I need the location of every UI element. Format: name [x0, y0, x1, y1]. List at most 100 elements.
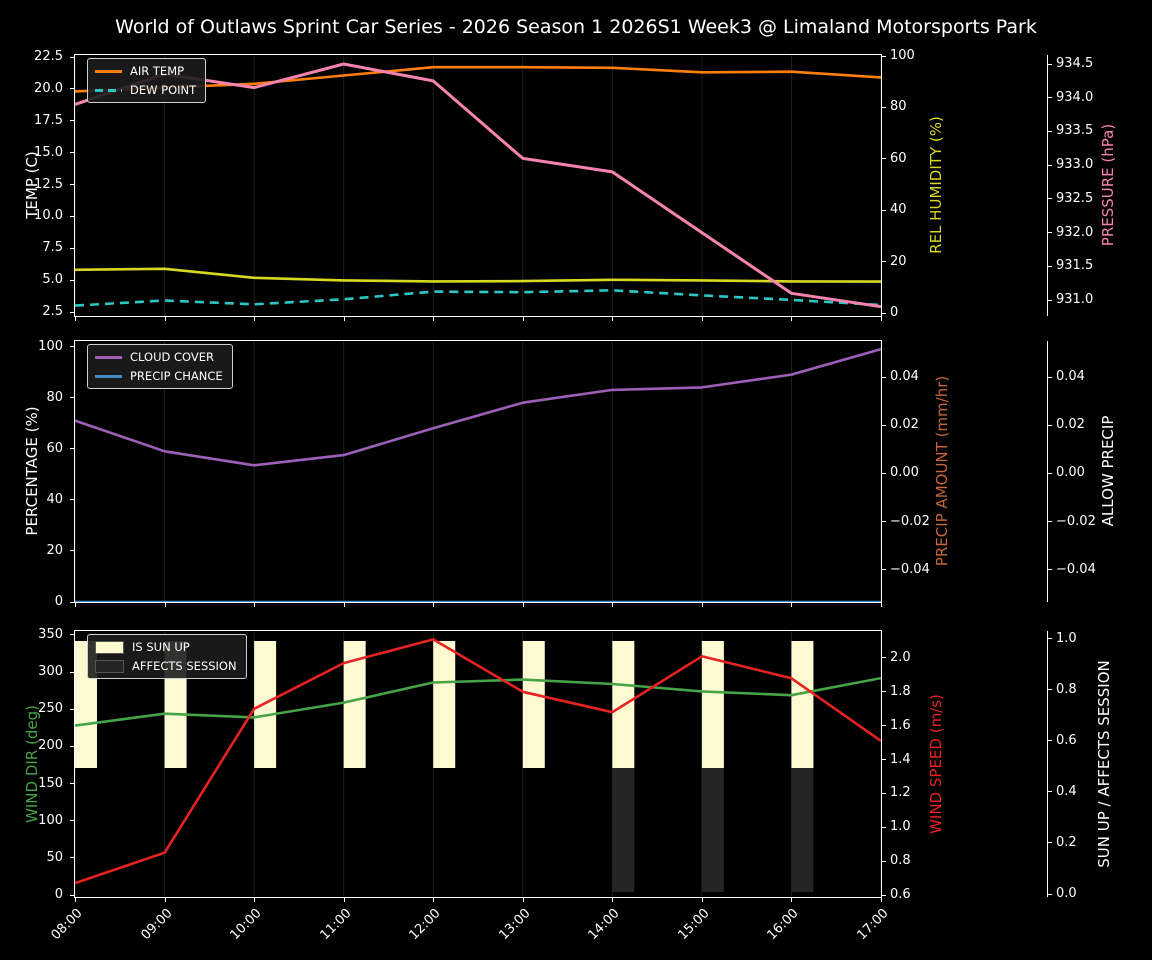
- tick-label: 0.02: [890, 417, 919, 433]
- affects-session-bar: [701, 768, 724, 892]
- x-axis-tick: [254, 603, 256, 607]
- axis-tick: [70, 120, 74, 122]
- tick-label: 60: [890, 150, 907, 166]
- x-axis-tick: [701, 317, 703, 321]
- tick-label: 932.0: [1056, 224, 1094, 240]
- tick-label: 0.00: [1056, 465, 1085, 481]
- tick-label: 0.02: [1056, 417, 1085, 433]
- axis-tick: [882, 691, 886, 693]
- tick-label: 932.5: [1056, 190, 1094, 206]
- tick-label: −0.04: [1056, 561, 1096, 577]
- x-axis-tick: [254, 898, 256, 902]
- x-axis-tick: [433, 317, 435, 321]
- x-tick-label: 17:00: [854, 906, 892, 944]
- x-axis-tick: [433, 603, 435, 607]
- tick-label: 0: [54, 594, 63, 609]
- legend-item: AIR TEMP: [95, 64, 196, 78]
- tick-label: 22.5: [34, 49, 63, 64]
- axis-tick: [70, 708, 74, 710]
- axis-tick: [70, 397, 74, 399]
- axis-tick: [70, 634, 74, 636]
- axis-tick: [882, 55, 886, 57]
- axis-tick: [70, 820, 74, 822]
- tick-label: 50: [46, 849, 63, 865]
- axis-tick: [882, 376, 886, 378]
- legend-item: AFFECTS SESSION: [95, 659, 237, 673]
- tick-label: 80: [46, 389, 63, 405]
- axis-tick: [1048, 130, 1052, 132]
- tick-label: 931.0: [1056, 292, 1094, 307]
- x-axis-tick: [343, 603, 345, 607]
- rel-humidity-line: [75, 267, 881, 283]
- tick-label: 200: [38, 738, 63, 754]
- tick-label: 20: [46, 542, 63, 558]
- temperature-panel-plot: [75, 55, 881, 316]
- axis-tick: [1048, 569, 1052, 571]
- x-axis-tick: [522, 317, 524, 321]
- axis-tick: [1048, 791, 1052, 793]
- tick-label: 0: [54, 887, 63, 902]
- axis-tick: [70, 279, 74, 281]
- x-axis-tick: [522, 898, 524, 902]
- precipitation-panel-plot: [75, 341, 881, 602]
- legend-swatch-is-sun-up: [95, 640, 124, 654]
- axis-tick: [882, 657, 886, 659]
- axis-tick: [882, 106, 886, 108]
- x-tick-label: 08:00: [48, 906, 86, 944]
- axis-title-sun-up: SUN UP / AFFECTS SESSION: [1095, 660, 1113, 868]
- legend-label: IS SUN UP: [132, 640, 190, 654]
- axis-tick: [1048, 299, 1052, 301]
- x-tick-label: 09:00: [138, 906, 176, 944]
- temperature-panel: [74, 54, 882, 317]
- axis-tick: [70, 88, 74, 90]
- axis-tick: [70, 247, 74, 249]
- tick-label: 40: [46, 491, 63, 507]
- tick-label: 0: [890, 305, 899, 320]
- axis-tick: [70, 152, 74, 154]
- affects-session-bar: [791, 768, 814, 892]
- x-axis-tick: [701, 898, 703, 902]
- axis-tick: [882, 792, 886, 794]
- is-sun-up-bar: [343, 641, 366, 768]
- legend-label: AIR TEMP: [130, 64, 185, 78]
- x-axis-tick: [75, 603, 76, 607]
- wind-speed-line: [75, 638, 881, 885]
- axis-tick: [882, 826, 886, 828]
- axis-tick: [1048, 164, 1052, 166]
- is-sun-up-bar: [433, 641, 456, 768]
- axis-tick: [882, 894, 886, 896]
- legend-item: CLOUD COVER: [95, 350, 223, 364]
- x-tick-label: 15:00: [675, 906, 713, 944]
- axis-tick: [70, 671, 74, 673]
- tick-label: 0.4: [1056, 783, 1077, 799]
- x-tick-label: 14:00: [585, 906, 623, 944]
- axis-tick: [70, 346, 74, 347]
- tick-label: 100: [38, 812, 63, 828]
- tick-label: 1.2: [890, 785, 911, 801]
- axis-tick: [70, 184, 74, 185]
- axis-tick: [1048, 232, 1052, 234]
- axis-tick: [882, 860, 886, 862]
- tick-label: 0.04: [1056, 369, 1085, 384]
- axis-tick: [70, 894, 74, 896]
- axis-tick: [1048, 376, 1052, 378]
- axis-tick: [882, 472, 886, 474]
- is-sun-up-bar: [791, 641, 814, 768]
- chart-title: World of Outlaws Sprint Car Series - 202…: [115, 16, 1037, 38]
- x-axis-tick: [881, 317, 882, 321]
- tick-label: 0.6: [890, 887, 911, 902]
- air-temp-line: [75, 65, 881, 93]
- axis-tick: [1048, 424, 1052, 426]
- tick-label: 934.5: [1056, 56, 1094, 71]
- legend-label: CLOUD COVER: [130, 350, 215, 364]
- x-axis-tick: [343, 898, 345, 902]
- tick-label: 17.5: [34, 112, 63, 128]
- axis-tick: [1048, 689, 1052, 691]
- tick-label: 5.0: [42, 272, 63, 288]
- x-axis-tick: [791, 317, 793, 321]
- axis-tick: [1048, 638, 1052, 639]
- axis-tick: [70, 857, 74, 859]
- axis-tick: [882, 725, 886, 727]
- tick-label: 2.0: [890, 649, 911, 665]
- temperature-panel-legend: AIR TEMP DEW POINT: [87, 58, 207, 103]
